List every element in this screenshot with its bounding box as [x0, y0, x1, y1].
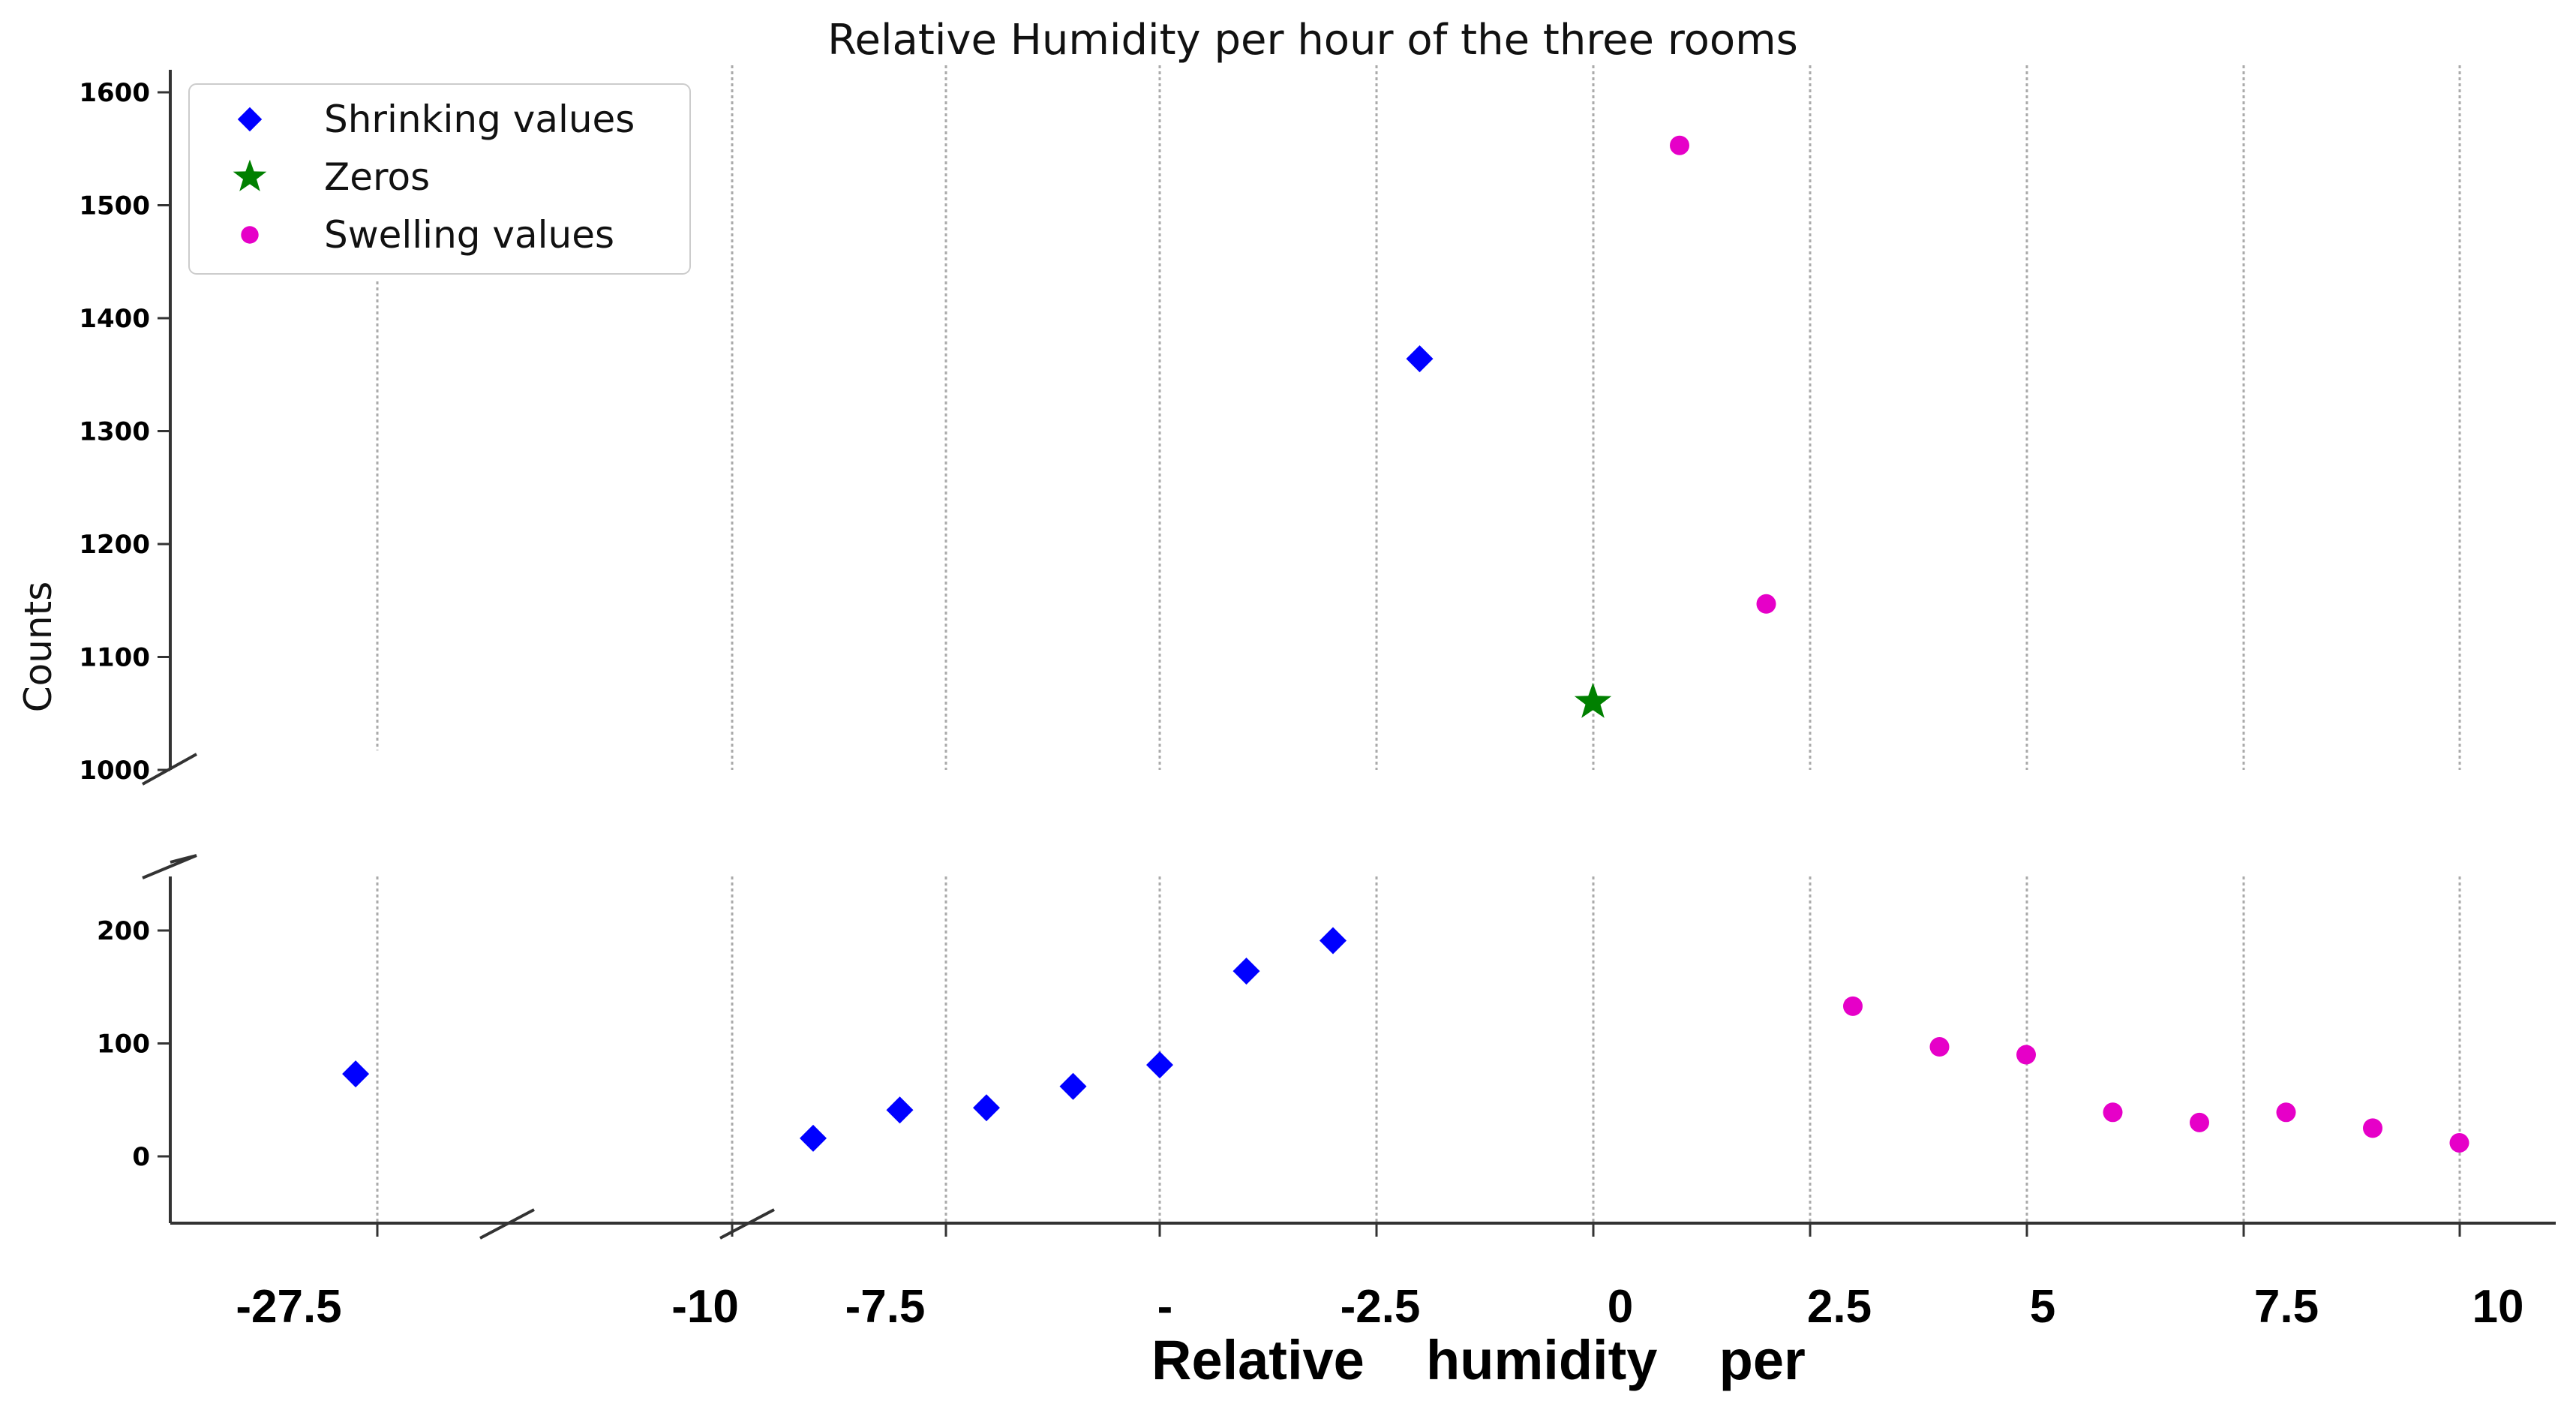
legend-label: Swelling values — [324, 213, 614, 257]
data-point — [1406, 345, 1434, 373]
data-point — [1843, 996, 1863, 1016]
legend-marker — [237, 107, 263, 132]
data-point — [342, 1060, 370, 1088]
y-tick-label: 1200 — [79, 530, 150, 560]
x-tick-label: -27.5 — [236, 1281, 341, 1333]
data-point — [2016, 1045, 2036, 1065]
axis-break-mark — [719, 1208, 775, 1240]
x-tick-label: - — [1157, 1281, 1173, 1333]
x-tick-label: 5 — [2030, 1281, 2055, 1333]
legend-marker — [233, 159, 267, 191]
data-point — [973, 1094, 1000, 1122]
legend-label: Shrinking values — [324, 98, 635, 141]
data-point — [1320, 927, 1347, 955]
y-tick-label: 200 — [97, 916, 150, 946]
data-points — [342, 135, 2469, 1153]
data-point — [886, 1096, 914, 1124]
x-tick-label: 10 — [2472, 1281, 2524, 1333]
legend-marker — [241, 226, 259, 244]
legend-frame — [188, 83, 691, 275]
data-point — [1929, 1037, 1950, 1057]
data-point — [1670, 135, 1689, 155]
data-point — [1059, 1072, 1087, 1100]
data-point — [2190, 1112, 2209, 1132]
data-point — [1146, 1051, 1173, 1079]
y-tick-label: 1100 — [79, 643, 150, 673]
legend: Shrinking values Zeros Swelling values — [188, 83, 691, 275]
x-tick-label: 7.5 — [2254, 1281, 2319, 1333]
x-tick-label: 0 — [1608, 1281, 1633, 1333]
data-point — [1574, 682, 1612, 718]
data-point — [800, 1124, 827, 1152]
chart-title: Relative Humidity per hour of the three … — [827, 16, 1798, 65]
y-tick-label: 1600 — [79, 78, 150, 108]
axes — [142, 70, 2556, 1240]
data-point — [2103, 1102, 2123, 1123]
y-tick-label: 1400 — [79, 304, 150, 334]
y-axis-label: Counts — [17, 582, 60, 713]
x-ticks: -27.5 -10 -7.5 - -2.5 0 2.5 5 7.5 10 — [236, 1223, 2523, 1333]
axis-break-mark — [479, 1208, 535, 1240]
data-point — [2276, 1102, 2296, 1123]
data-point — [1232, 958, 1260, 985]
x-axis-label: Relative humidity per — [1151, 1329, 1806, 1391]
y-tick-label: 100 — [97, 1030, 150, 1060]
y-tick-label: 0 — [132, 1142, 150, 1172]
legend-label: Zeros — [324, 155, 430, 199]
grid-lines — [376, 65, 2461, 1223]
data-point — [1756, 594, 1776, 614]
y-tick-label: 1000 — [79, 756, 150, 786]
x-tick-label: -7.5 — [845, 1281, 926, 1333]
x-tick-label: -2.5 — [1341, 1281, 1421, 1333]
y-tick-label: 1300 — [79, 417, 150, 447]
y-ticks: 1000 1100 1200 1300 1400 1500 1600 0 100 200 — [79, 78, 170, 1172]
data-point — [2449, 1132, 2469, 1153]
x-tick-label: -10 — [671, 1281, 739, 1333]
y-tick-label: 1500 — [79, 191, 150, 221]
axis-break-mark — [142, 854, 197, 879]
data-point — [2363, 1118, 2382, 1138]
x-tick-label: 2.5 — [1807, 1281, 1872, 1333]
